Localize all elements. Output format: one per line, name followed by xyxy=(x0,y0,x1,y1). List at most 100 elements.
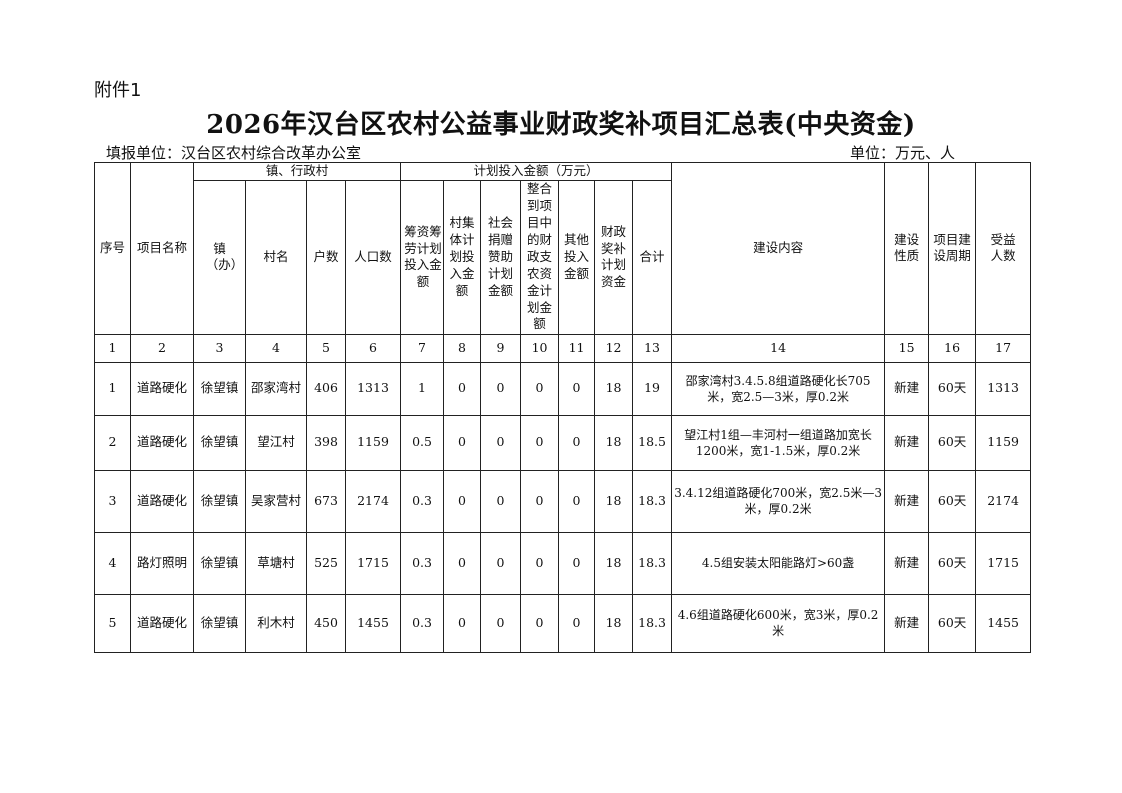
header-nature: 建设性质 xyxy=(884,162,930,335)
cell-self-raised: 0.3 xyxy=(400,469,445,533)
cell-name: 道路硬化 xyxy=(130,469,194,533)
column-number: 17 xyxy=(975,333,1032,363)
cell-self-raised: 0.3 xyxy=(400,531,445,595)
cell-other: 0 xyxy=(558,361,596,416)
cell-village: 邵家湾村 xyxy=(245,361,307,416)
column-number: 15 xyxy=(884,333,930,363)
cell-households: 398 xyxy=(306,414,346,471)
cell-population: 1715 xyxy=(344,531,402,595)
cell-households: 450 xyxy=(306,593,346,653)
cell-population: 1455 xyxy=(344,593,402,653)
cell-collective: 0 xyxy=(443,469,482,533)
cell-town: 徐望镇 xyxy=(193,361,246,416)
column-number: 11 xyxy=(558,333,596,363)
cell-population: 1159 xyxy=(344,414,402,471)
cell-total: 18.5 xyxy=(632,414,673,471)
cell-nature: 新建 xyxy=(884,361,930,416)
cell-town: 徐望镇 xyxy=(193,593,246,653)
cell-other: 0 xyxy=(558,469,596,533)
column-number: 1 xyxy=(94,333,131,363)
cell-total: 18.3 xyxy=(632,593,673,653)
cell-content: 邵家湾村3.4.5.8组道路硬化长705米，宽2.5—3米，厚0.2米 xyxy=(671,361,886,416)
cell-collective: 0 xyxy=(443,593,482,653)
cell-integrated: 0 xyxy=(520,531,560,595)
cell-households: 406 xyxy=(306,361,346,416)
header-population: 人口数 xyxy=(344,179,402,335)
cell-seq: 1 xyxy=(94,361,131,416)
header-self-raised: 筹资筹劳计划投入金额 xyxy=(400,179,445,335)
cell-self-raised: 1 xyxy=(400,361,445,416)
table-row: 4 路灯照明 徐望镇 草塘村 525 1715 0.3 0 0 0 0 18 18.3 4.5组安装太阳能… xyxy=(94,531,1032,595)
cell-beneficiaries: 2174 xyxy=(975,469,1032,533)
column-number: 9 xyxy=(480,333,522,363)
cell-integrated: 0 xyxy=(520,593,560,653)
cell-other: 0 xyxy=(558,593,596,653)
cell-total: 18.3 xyxy=(632,531,673,595)
cell-seq: 3 xyxy=(94,469,131,533)
header-households: 户数 xyxy=(306,179,346,335)
cell-seq: 5 xyxy=(94,593,131,653)
page-title: 2026年汉台区农村公益事业财政奖补项目汇总表(中央资金) xyxy=(206,110,916,140)
cell-village: 望江村 xyxy=(245,414,307,471)
cell-integrated: 0 xyxy=(520,414,560,471)
cell-population: 2174 xyxy=(344,469,402,533)
column-number-row: 1 2 3 4 5 6 7 8 9 10 11 12 13 14 15 16 17 xyxy=(94,333,1032,363)
column-number: 6 xyxy=(344,333,402,363)
cell-donation: 0 xyxy=(480,469,522,533)
header-village-collective: 村集体计划投入金额 xyxy=(443,179,482,335)
table-row: 2 道路硬化 徐望镇 望江村 398 1159 0.5 0 0 0 0 18 18.5 望江村1组—丰河村… xyxy=(94,414,1032,471)
header-content: 建设内容 xyxy=(671,162,886,335)
cell-collective: 0 xyxy=(443,361,482,416)
cell-beneficiaries: 1715 xyxy=(975,531,1032,595)
header-town-village-group: 镇、行政村 xyxy=(192,162,402,181)
cell-content: 3.4.12组道路硬化700米，宽2.5米—3米，厚0.2米 xyxy=(671,469,886,533)
column-number: 2 xyxy=(130,333,194,363)
cell-beneficiaries: 1159 xyxy=(975,414,1032,471)
column-number: 5 xyxy=(306,333,346,363)
cell-name: 道路硬化 xyxy=(130,361,194,416)
cell-period: 60天 xyxy=(928,469,977,533)
cell-other: 0 xyxy=(558,531,596,595)
cell-name: 道路硬化 xyxy=(130,414,194,471)
column-number: 7 xyxy=(400,333,445,363)
cell-nature: 新建 xyxy=(884,414,930,471)
header-row: 镇（办） 村名 户数 人口数 筹资筹劳计划投入金额 村集体计划投入金额 社会捐赠… xyxy=(95,179,1031,335)
cell-beneficiaries: 1455 xyxy=(975,593,1032,653)
table-row: 5 道路硬化 徐望镇 利木村 450 1455 0.3 0 0 0 0 18 18.3 4.6组道路硬化6… xyxy=(94,593,1032,653)
column-number: 16 xyxy=(928,333,977,363)
column-number: 13 xyxy=(632,333,673,363)
header-social-donation: 社会捐赠赞助计划金额 xyxy=(480,179,522,335)
cell-collective: 0 xyxy=(443,531,482,595)
cell-content: 望江村1组—丰河村一组道路加宽长1200米，宽1-1.5米，厚0.2米 xyxy=(671,414,886,471)
cell-name: 道路硬化 xyxy=(130,593,194,653)
cell-name: 路灯照明 xyxy=(130,531,194,595)
cell-subsidy: 18 xyxy=(594,414,634,471)
cell-donation: 0 xyxy=(480,414,522,471)
header-project-name: 项目名称 xyxy=(130,162,194,335)
column-number: 12 xyxy=(594,333,634,363)
header-town: 镇（办） xyxy=(193,179,246,335)
cell-self-raised: 0.3 xyxy=(400,593,445,653)
cell-period: 60天 xyxy=(928,414,977,471)
cell-collective: 0 xyxy=(443,414,482,471)
column-number: 14 xyxy=(671,333,886,363)
cell-town: 徐望镇 xyxy=(193,469,246,533)
cell-integrated: 0 xyxy=(520,361,560,416)
column-number: 3 xyxy=(193,333,246,363)
cell-population: 1313 xyxy=(344,361,402,416)
cell-village: 利木村 xyxy=(245,593,307,653)
cell-total: 19 xyxy=(632,361,673,416)
cell-subsidy: 18 xyxy=(594,593,634,653)
cell-beneficiaries: 1313 xyxy=(975,361,1032,416)
cell-village: 草塘村 xyxy=(245,531,307,595)
cell-donation: 0 xyxy=(480,593,522,653)
cell-total: 18.3 xyxy=(632,469,673,533)
header-period: 项目建设周期 xyxy=(928,162,977,335)
cell-content: 4.6组道路硬化600米，宽3米，厚0.2米 xyxy=(671,593,886,653)
cell-period: 60天 xyxy=(928,531,977,595)
cell-period: 60天 xyxy=(928,593,977,653)
header-integrated-funds: 整合到项目中的财政支农资金计划金额 xyxy=(520,179,560,335)
cell-nature: 新建 xyxy=(884,593,930,653)
cell-seq: 2 xyxy=(94,414,131,471)
cell-self-raised: 0.5 xyxy=(400,414,445,471)
